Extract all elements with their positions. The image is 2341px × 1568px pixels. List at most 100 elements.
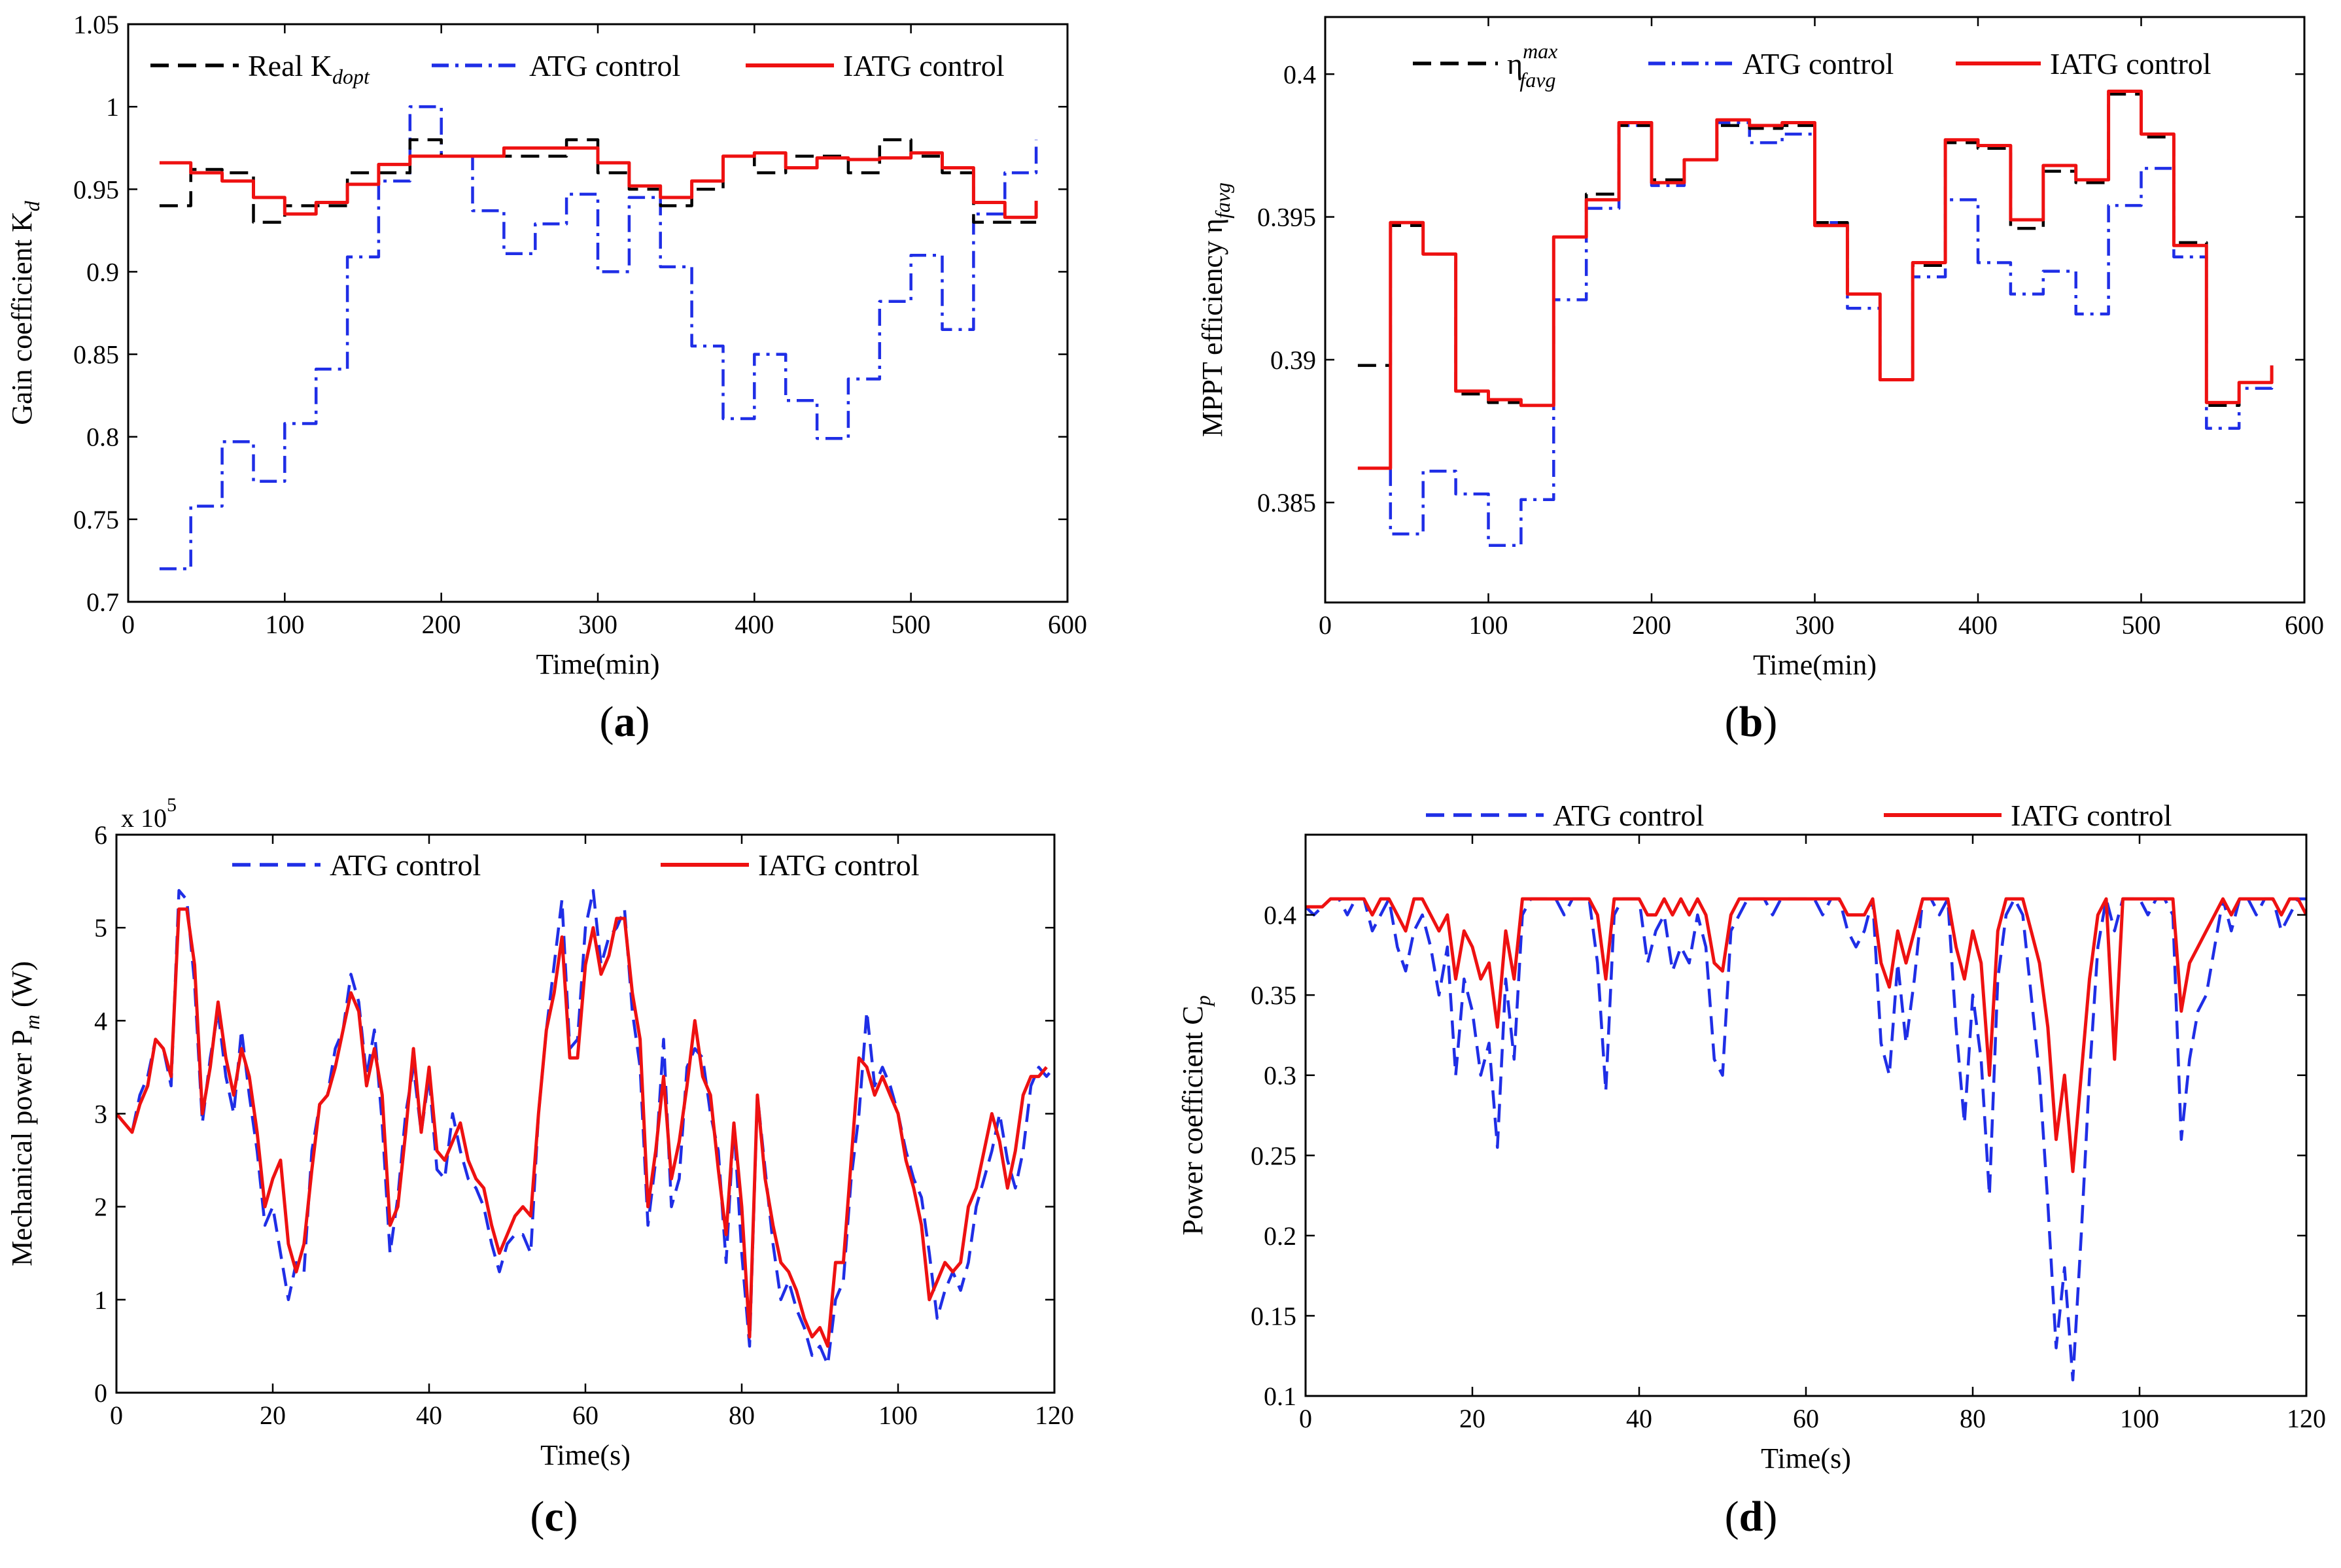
legend-item-atg: ATG control <box>1648 47 1894 80</box>
x-tick-label: 80 <box>729 1401 755 1430</box>
x-tick-label: 20 <box>1459 1404 1485 1433</box>
y-tick-label: 0.25 <box>1251 1141 1296 1170</box>
legend-item-atg: ATG control <box>232 848 481 882</box>
panel-label: (c) <box>530 1493 578 1541</box>
y-tick-label: 0.2 <box>1264 1221 1296 1251</box>
x-tick-label: 100 <box>1469 610 1508 640</box>
legend-label: IATG control <box>758 848 920 882</box>
y-tick-label: 0.4 <box>1283 60 1316 89</box>
legend-item-iatg: IATG control <box>1884 799 2172 832</box>
y-tick-label: 0.39 <box>1270 345 1316 375</box>
x-axis-label: Time(s) <box>540 1439 631 1471</box>
legend-item-atg: ATG control <box>1426 799 1704 832</box>
x-tick-label: 120 <box>1035 1401 1074 1430</box>
legend-label: ηmax favg <box>1507 39 1557 92</box>
panel-label: (b) <box>1725 698 1778 746</box>
y-exponent-label: x 105 <box>121 794 177 833</box>
x-tick-label: 500 <box>2122 610 2161 640</box>
y-tick-label: 1 <box>106 92 119 122</box>
legend-item-iatg: IATG control <box>1956 47 2211 80</box>
y-tick-label: 0.75 <box>73 505 119 534</box>
x-tick-label: 0 <box>110 1401 123 1430</box>
legend-item-real: ηmax favg <box>1413 39 1557 92</box>
y-tick-label: 0.395 <box>1257 203 1316 232</box>
x-tick-label: 600 <box>2285 610 2324 640</box>
legend-label: IATG control <box>843 49 1005 82</box>
legend-label: IATG control <box>2011 799 2172 832</box>
x-tick-label: 100 <box>2120 1404 2159 1433</box>
y-axis-label: Power coefficient Cp <box>1177 995 1215 1235</box>
x-tick-label: 40 <box>1626 1404 1652 1433</box>
x-tick-label: 200 <box>1632 610 1671 640</box>
x-tick-label: 100 <box>265 610 304 639</box>
legend-label: ATG control <box>529 49 680 82</box>
y-tick-label: 0.95 <box>73 175 119 204</box>
x-axis-label: Time(s) <box>1761 1442 1851 1474</box>
y-tick-label: 0.15 <box>1251 1301 1296 1331</box>
y-tick-label: 0.9 <box>86 257 119 287</box>
x-tick-label: 300 <box>578 610 617 639</box>
x-axis-label: Time(min) <box>1753 649 1877 681</box>
plot-frame <box>1304 833 2308 1397</box>
x-tick-label: 400 <box>735 610 774 639</box>
x-tick-label: 600 <box>1048 610 1087 639</box>
plot-frame <box>1324 16 2306 604</box>
y-axis-label: Gain coefficient Kd <box>6 200 44 425</box>
legend-label: ATG control <box>330 848 481 882</box>
y-tick-label: 0.85 <box>73 340 119 370</box>
y-tick-label: 0.35 <box>1251 981 1296 1010</box>
x-tick-label: 80 <box>1960 1404 1986 1433</box>
y-axis-label: Mechanical power Pm (W) <box>6 961 44 1266</box>
x-tick-label: 200 <box>422 610 461 639</box>
x-tick-label: 60 <box>1793 1404 1819 1433</box>
y-tick-label: 2 <box>94 1193 107 1222</box>
plot-frame <box>115 833 1056 1394</box>
panel-label: (d) <box>1725 1493 1778 1541</box>
x-tick-label: 20 <box>260 1401 286 1430</box>
y-tick-label: 0.385 <box>1257 488 1316 517</box>
legend-label: IATG control <box>2050 47 2211 80</box>
legend-item-iatg: IATG control <box>746 49 1005 82</box>
x-tick-label: 100 <box>878 1401 918 1430</box>
y-tick-label: 3 <box>94 1100 107 1129</box>
series-line-iatg <box>1306 897 2306 1174</box>
y-tick-label: 0 <box>94 1378 107 1408</box>
x-tick-label: 300 <box>1795 610 1835 640</box>
legend-label: ATG control <box>1553 799 1704 832</box>
panel-label: (a) <box>600 698 650 746</box>
series-line-iatg <box>1357 90 2274 470</box>
x-tick-label: 0 <box>1319 610 1332 640</box>
panel-d: 0 20 40 60 80 100 120 0.1 0.15 0.2 0.25 0.3 0.35 0.4 T… <box>1177 799 2326 1541</box>
y-tick-label: 6 <box>94 820 107 850</box>
x-tick-label: 60 <box>572 1401 598 1430</box>
x-axis-label: Time(min) <box>536 648 659 680</box>
y-tick-label: 1 <box>94 1285 107 1315</box>
x-tick-label: 120 <box>2287 1404 2326 1433</box>
series-line-iatg <box>116 907 1048 1348</box>
panel-c: 0 20 40 60 80 100 120 0 1 2 3 4 5 6 x 105 Time(s) Mechan… <box>6 794 1074 1541</box>
panel-a: 0 100 200 300 400 500 600 0.7 0.75 0.8 0.85 0.9 0.95… <box>6 10 1087 746</box>
y-tick-label: 4 <box>94 1006 107 1036</box>
x-tick-label: 0 <box>1299 1404 1312 1433</box>
y-tick-label: 0.8 <box>86 423 119 452</box>
x-tick-label: 0 <box>122 610 135 639</box>
panel-b: 0 100 200 300 400 500 600 0.385 0.39 0.395 0.4 Time… <box>1196 16 2324 746</box>
y-tick-label: 5 <box>94 913 107 943</box>
series-line-atg <box>159 105 1038 570</box>
x-tick-label: 500 <box>892 610 931 639</box>
x-tick-label: 40 <box>416 1401 442 1430</box>
legend-item-atg: ATG control <box>432 49 680 82</box>
y-tick-label: 0.1 <box>1264 1382 1296 1411</box>
y-tick-label: 0.3 <box>1264 1061 1296 1090</box>
y-tick-label: 0.4 <box>1264 901 1296 930</box>
legend-item-iatg: IATG control <box>661 848 920 882</box>
y-tick-label: 0.7 <box>86 587 119 617</box>
series-line-iatg <box>159 146 1038 219</box>
x-tick-label: 400 <box>1958 610 1998 640</box>
y-tick-label: 1.05 <box>73 10 119 39</box>
series-line-atg <box>1357 121 2274 547</box>
plot-frame <box>127 23 1069 603</box>
legend-label: ATG control <box>1743 47 1894 80</box>
legend-item-real: Real Kdopt <box>150 49 370 88</box>
